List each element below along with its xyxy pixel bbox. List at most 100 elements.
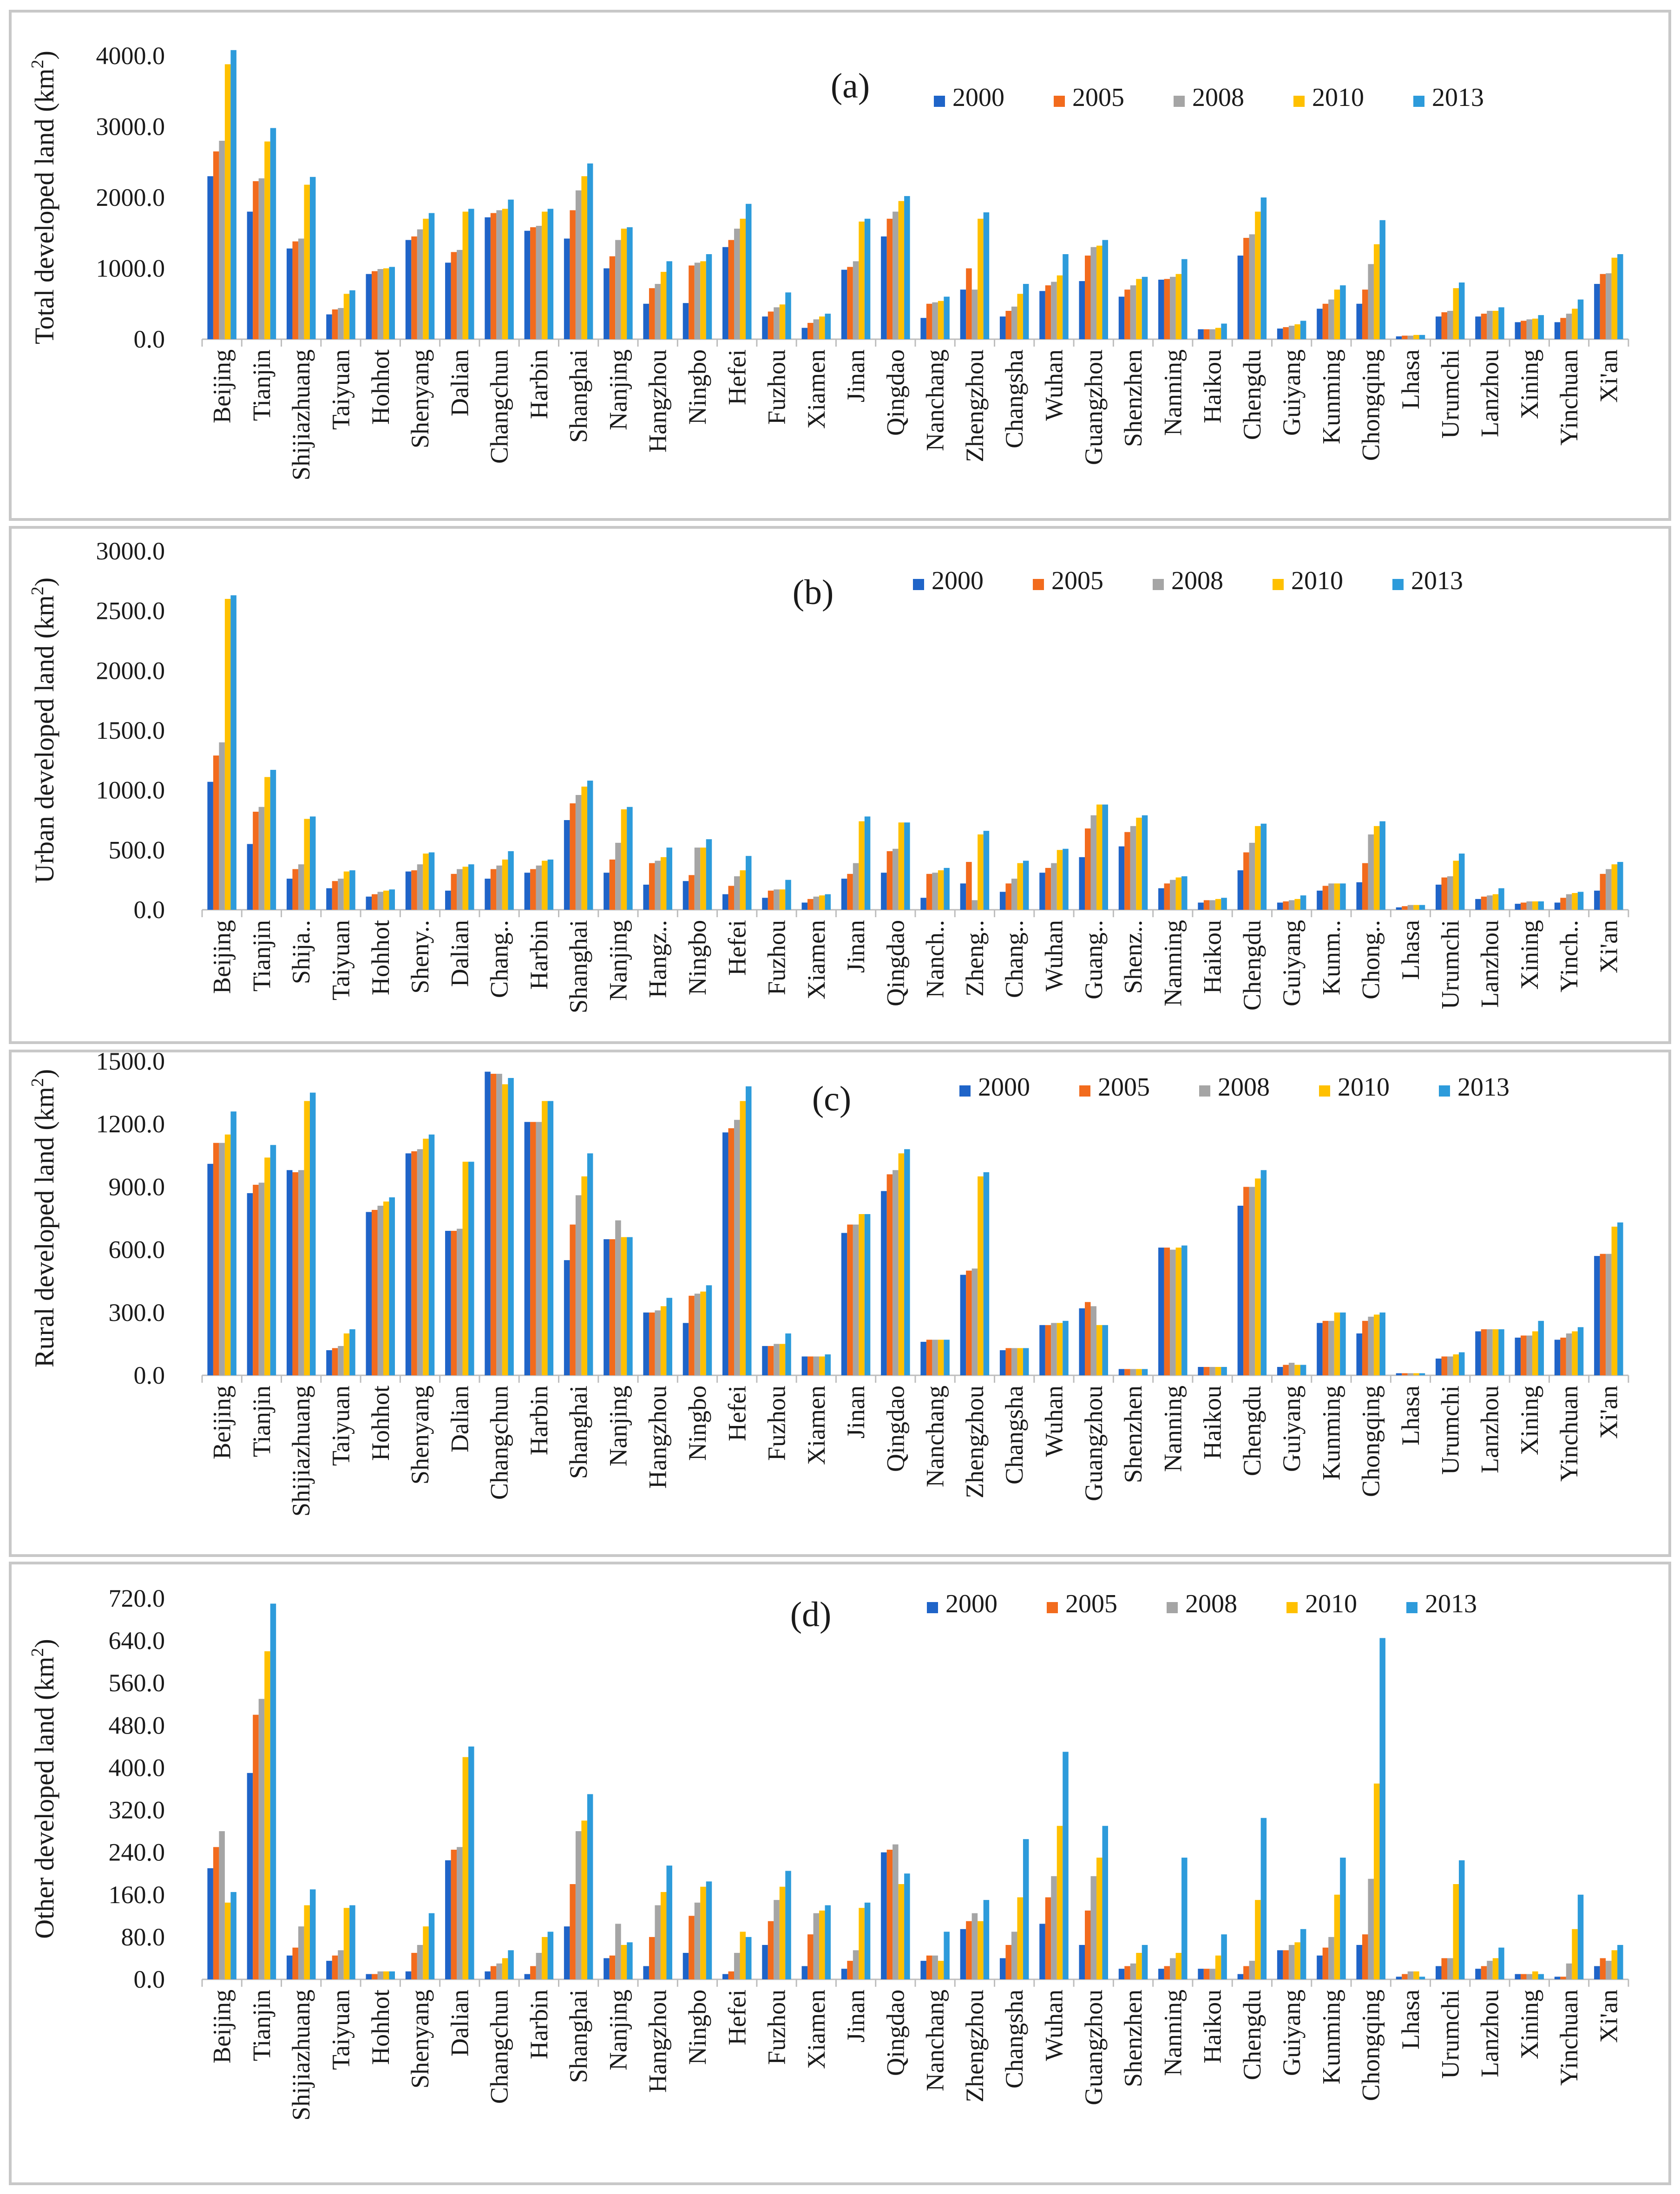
bar-2008-taiyuan	[338, 1346, 344, 1375]
bar-2005-nanning	[1164, 883, 1170, 910]
bar-2005-shenzhen	[1124, 1369, 1130, 1375]
x-tick-label: Nanjing	[604, 1386, 632, 1466]
bar-2005-shanghai	[570, 210, 576, 339]
bar-2005-nanchang	[926, 1955, 932, 1979]
bar-2010-shenzhen	[1136, 1369, 1142, 1375]
bar-2010-ningbo	[700, 1886, 706, 1979]
y-tick-label: 2000.0	[96, 657, 165, 684]
bar-2008-beijing	[219, 1831, 225, 1979]
x-tick-label: Zhengzhou	[961, 1386, 989, 1498]
bar-2010-xian	[1611, 1227, 1618, 1375]
bar-2005-haikou	[1203, 1969, 1210, 1979]
x-tick-label: Guiyang	[1278, 349, 1306, 436]
x-tick-label: Lhasa	[1397, 920, 1424, 980]
x-tick-label: Hohhot	[367, 1990, 394, 2065]
x-tick-label: Ningbo	[683, 349, 711, 425]
bar-2005-harbin	[530, 1966, 536, 1979]
bar-2008-lhasa	[1407, 1373, 1414, 1375]
x-tick-label: Kunming	[1317, 1990, 1345, 2084]
bar-2013-harbin	[547, 1101, 554, 1375]
x-tick-label: Jinan	[842, 920, 870, 973]
bar-2013-wuhan	[1063, 1752, 1069, 1979]
x-tick-label: Changsha	[1000, 1990, 1028, 2089]
bar-2005-changchun	[490, 1966, 497, 1979]
x-tick-label: Nanning	[1159, 1990, 1187, 2076]
bar-2013-xiamen	[825, 1905, 831, 1979]
bar-2005-yinch	[1560, 898, 1566, 910]
bar-2000-chong	[1356, 882, 1362, 910]
bar-2013-shenyang	[428, 1134, 435, 1375]
bar-2010-taiyuan	[343, 1333, 350, 1375]
bar-2000-guiyang	[1277, 1366, 1283, 1375]
bar-2005-chengdu	[1243, 1187, 1249, 1375]
bar-2000-shenyang	[405, 1153, 412, 1375]
bar-2000-guiyang	[1277, 328, 1283, 339]
bar-2013-guiyang	[1300, 321, 1306, 339]
bar-2005-taiyuan	[332, 1955, 338, 1979]
bar-2005-taiyuan	[332, 881, 338, 910]
x-tick-label: Wuhan	[1040, 349, 1068, 421]
x-tick-label: Beijing	[208, 1990, 236, 2063]
bar-2000-yinchuan	[1554, 322, 1561, 339]
bar-2013-hangzhou	[666, 261, 672, 339]
bar-2008-wuhan	[1051, 863, 1057, 910]
bar-2000-sheny	[405, 871, 412, 910]
x-tick-label: Kunming	[1317, 349, 1345, 444]
bar-2010-lanzhou	[1492, 1329, 1499, 1375]
bar-2010-nanchang	[938, 1340, 944, 1375]
bar-2010-guang	[1096, 804, 1102, 910]
bar-2010-xian	[1611, 257, 1618, 339]
bar-2008-changchun	[496, 1963, 502, 1979]
bar-2005-lanzhou	[1481, 1966, 1487, 1979]
bar-2005-guangzhou	[1085, 256, 1091, 339]
bar-2005-haikou	[1203, 329, 1210, 339]
legend-label-2008: 2008	[1171, 566, 1223, 595]
bar-2013-yinchuan	[1577, 1894, 1584, 1979]
bar-2013-chang	[508, 851, 514, 910]
bar-2005-lanzhou	[1481, 314, 1487, 339]
x-tick-label: Sheny..	[406, 920, 434, 994]
bar-2005-qingdao	[886, 1849, 893, 1979]
x-tick-label: Zheng..	[961, 920, 989, 997]
bar-2013-urumchi	[1459, 854, 1465, 910]
bar-2000-chengdu	[1237, 1974, 1244, 1979]
bar-2013-shanghai	[587, 163, 593, 339]
bar-2005-lhasa	[1402, 1373, 1408, 1375]
bar-2013-wuhan	[1063, 254, 1069, 339]
bar-2013-xining	[1538, 1974, 1544, 1979]
bar-2005-guiyang	[1283, 1365, 1289, 1375]
bar-2013-guangzhou	[1102, 1826, 1108, 1979]
bar-2010-harbin	[542, 1937, 548, 1979]
bar-2010-shijiazhuang	[304, 184, 310, 339]
bar-2000-nanjing	[604, 1958, 610, 1979]
bar-2008-changsha	[1011, 1931, 1017, 1979]
x-tick-label: Guangzhou	[1080, 349, 1108, 465]
bar-2005-lanzhou	[1481, 1329, 1487, 1375]
bar-2000-changchun	[485, 1971, 491, 1979]
y-axis-label: Urban developed land (km2)	[28, 578, 59, 883]
bar-2008-hohhot	[377, 1971, 383, 1979]
bar-2005-chongqing	[1362, 1320, 1368, 1375]
bar-2008-qingdao	[892, 848, 899, 910]
bar-2013-lhasa	[1419, 1977, 1425, 1979]
bar-2013-shanghai	[587, 1794, 593, 1979]
bar-2008-nanjing	[615, 1924, 621, 1979]
bar-2010-xian	[1611, 864, 1618, 910]
bar-2000-guiyang	[1277, 1950, 1283, 1979]
bar-2008-nanchang	[932, 1955, 938, 1979]
bar-2000-taiyuan	[326, 1961, 332, 1979]
bar-2005-ningbo	[689, 265, 695, 339]
bar-2005-hangzhou	[649, 1312, 655, 1375]
x-tick-label: Shenzhen	[1119, 1386, 1147, 1483]
x-tick-label: Guangzhou	[1080, 1990, 1108, 2105]
bar-2008-haikou	[1209, 329, 1215, 339]
x-tick-label: Chongqing	[1357, 1386, 1385, 1497]
bar-2008-xiamen	[813, 896, 820, 910]
bar-2010-zheng	[978, 834, 984, 910]
y-tick-label: 320.0	[109, 1796, 165, 1824]
bar-2008-jinan	[853, 261, 859, 339]
bar-2000-hohhot	[366, 1212, 372, 1375]
bar-2000-xining	[1515, 1974, 1521, 1979]
bar-2008-shenyang	[417, 1944, 423, 1979]
x-tick-label: Beijing	[208, 349, 236, 423]
